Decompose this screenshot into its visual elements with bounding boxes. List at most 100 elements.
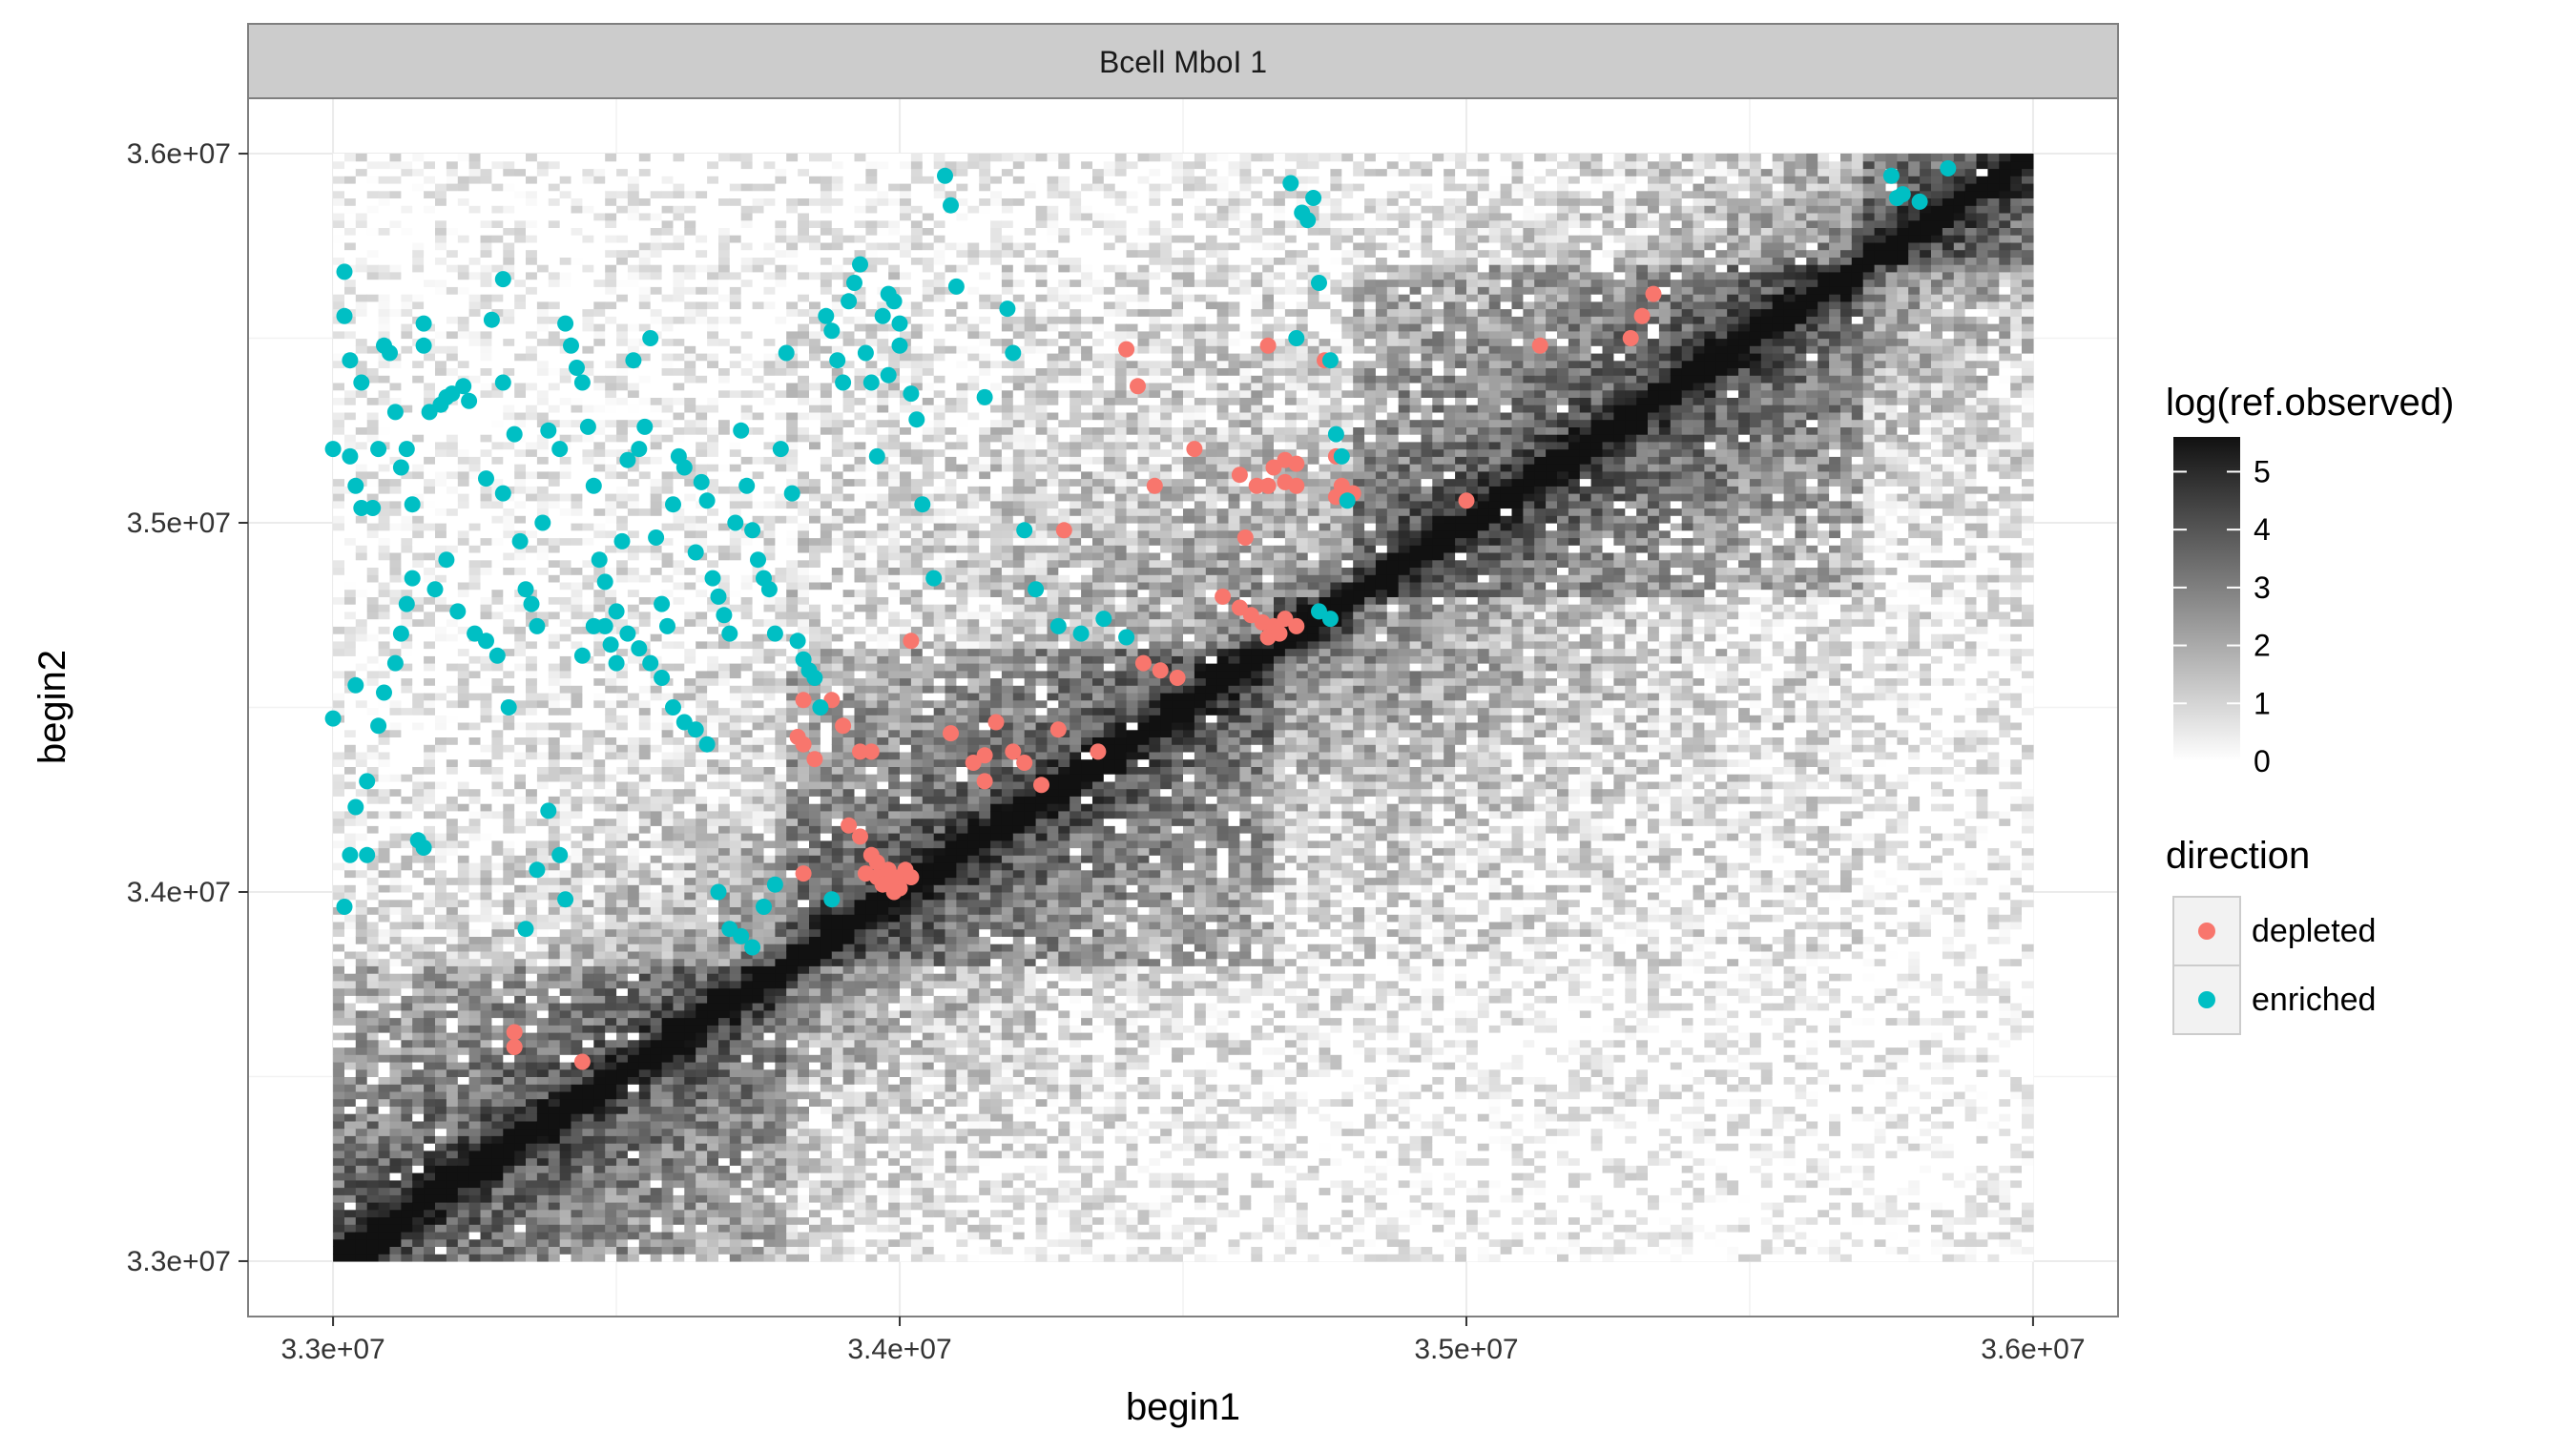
heatmap-cell: [605, 833, 617, 841]
heatmap-cell: [435, 1098, 447, 1107]
heatmap-cell: [344, 914, 357, 923]
heatmap-cell: [446, 633, 459, 642]
heatmap-cell: [627, 596, 640, 605]
heatmap-cell: [355, 1047, 368, 1055]
heatmap-cell: [424, 383, 436, 391]
heatmap-cell: [616, 552, 629, 561]
heatmap-cell: [673, 825, 685, 834]
heatmap-cell: [638, 892, 652, 901]
heatmap-cell: [503, 1106, 515, 1114]
heatmap-cell: [616, 301, 629, 310]
heatmap-cell: [661, 286, 675, 295]
heatmap-cell: [333, 914, 345, 923]
heatmap-cell: [344, 1232, 357, 1240]
heatmap-cell: [401, 271, 413, 280]
heatmap-cell: [412, 257, 425, 265]
heatmap-cell: [514, 596, 527, 605]
heatmap-cell: [696, 1143, 708, 1151]
heatmap-cell: [582, 1098, 594, 1107]
heatmap-cell: [593, 751, 606, 760]
heatmap-cell: [526, 699, 538, 709]
heatmap-cell: [526, 330, 538, 340]
heatmap-cell: [661, 456, 675, 465]
heatmap-cell: [571, 294, 583, 302]
heatmap-cell: [571, 286, 583, 295]
heatmap-cell: [435, 323, 447, 332]
heatmap-cell: [480, 389, 492, 398]
heatmap-cell: [491, 1165, 504, 1173]
heatmap-cell: [605, 271, 617, 280]
heatmap-cell: [366, 1113, 380, 1122]
heatmap-cell: [355, 360, 368, 368]
heatmap-cell: [344, 581, 357, 591]
heatmap-cell: [696, 537, 708, 546]
heatmap-cell: [468, 1135, 482, 1144]
heatmap-cell: [446, 529, 459, 539]
heatmap-cell: [650, 707, 663, 716]
heatmap-cell: [457, 323, 470, 332]
heatmap-cell: [582, 1187, 594, 1195]
heatmap-cell: [333, 944, 345, 952]
heatmap-cell: [526, 855, 538, 863]
heatmap-cell: [673, 788, 685, 797]
heatmap-cell: [536, 699, 550, 709]
heatmap-cell: [650, 884, 663, 893]
heatmap-cell: [514, 574, 527, 583]
heatmap-cell: [389, 1128, 402, 1136]
heatmap-cell: [627, 1039, 640, 1048]
heatmap-cell: [457, 751, 470, 760]
heatmap-cell: [684, 611, 696, 620]
heatmap-cell: [638, 1076, 652, 1085]
heatmap-cell: [696, 685, 708, 694]
heatmap-cell: [401, 360, 413, 368]
heatmap-cell: [401, 810, 413, 819]
heatmap-cell: [582, 1113, 594, 1122]
heatmap-cell: [412, 825, 425, 834]
heatmap-cell: [355, 810, 368, 819]
heatmap-cell: [673, 205, 685, 214]
heatmap-cell: [480, 486, 492, 494]
heatmap-cell: [457, 508, 470, 516]
heatmap-cell: [389, 330, 402, 340]
heatmap-cell: [491, 892, 504, 901]
heatmap-cell: [378, 508, 391, 516]
heatmap-cell: [638, 944, 652, 952]
heatmap-cell: [593, 921, 606, 930]
heatmap-cell: [582, 707, 594, 716]
heatmap-cell: [526, 1009, 538, 1019]
heatmap-cell: [571, 833, 583, 841]
heatmap-cell: [446, 360, 459, 368]
heatmap-cell: [571, 906, 583, 915]
heatmap-cell: [593, 567, 606, 575]
heatmap-cell: [412, 360, 425, 368]
heatmap-cell: [503, 552, 515, 561]
heatmap-cell: [378, 906, 391, 915]
heatmap-cell: [435, 1009, 447, 1019]
heatmap-cell: [401, 389, 413, 398]
heatmap-cell: [401, 1113, 413, 1122]
heatmap-cell: [355, 470, 368, 480]
heatmap-cell: [412, 884, 425, 893]
heatmap-cell: [355, 168, 368, 176]
heatmap-cell: [526, 1017, 538, 1026]
heatmap-cell: [412, 1120, 425, 1130]
heatmap-cell: [401, 264, 413, 273]
heatmap-cell: [389, 323, 402, 332]
heatmap-cell: [571, 323, 583, 332]
heatmap-cell: [514, 294, 527, 302]
heatmap-cell: [333, 529, 345, 539]
heatmap-cell: [424, 899, 436, 907]
heatmap-cell: [627, 987, 640, 996]
heatmap-cell: [401, 241, 413, 251]
heatmap-cell: [548, 877, 561, 885]
heatmap-cell: [503, 1054, 515, 1063]
heatmap-cell: [333, 1047, 345, 1055]
heatmap-cell: [412, 987, 425, 996]
heatmap-cell: [503, 1238, 515, 1247]
heatmap-cell: [616, 847, 629, 856]
heatmap-cell: [673, 626, 685, 634]
heatmap-cell: [389, 213, 402, 221]
heatmap-cell: [355, 515, 368, 524]
heatmap-cell: [401, 308, 413, 317]
heatmap-cell: [514, 914, 527, 923]
